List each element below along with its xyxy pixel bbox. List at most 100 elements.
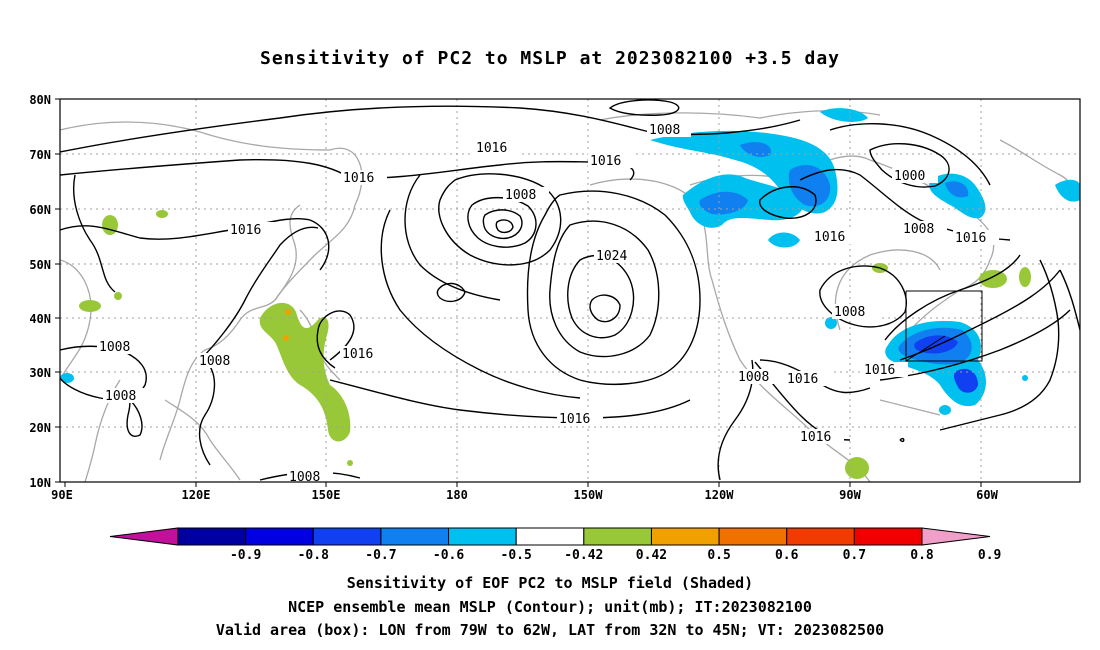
contour-label: 1008 [834,305,865,320]
plot-frame [59,98,1081,483]
colorbar-extend-low [109,527,179,546]
contour-label: 1016 [814,230,845,245]
contour-label: 1016 [787,372,818,387]
contour-label: 1008 [99,340,130,355]
shade-lightblue-spot [60,373,74,383]
shade-lightblue-spot [768,232,800,248]
map-title: Sensitivity of PC2 to MSLP at 2023082100… [259,48,840,69]
contour-label: 1016 [590,154,621,169]
colorbar-tick-label: 0.6 [775,548,799,563]
shade-darkblue-atlantic2 [954,368,978,393]
shade-green-spot [79,300,101,312]
colorbar-tick-label: 0.7 [843,548,866,563]
contour-label: 1016 [800,430,831,445]
shade-green-west-pacific [259,302,351,442]
shade-lightblue-spot [939,405,951,415]
contour-label: 1000 [894,169,925,184]
colorbar-tick-label: 0.8 [910,548,934,563]
lat-label: 40N [29,312,51,326]
lon-label: 120E [182,488,211,502]
caption-line-2: NCEP ensemble mean MSLP (Contour); unit(… [288,598,812,616]
colorbar-segment [448,527,517,546]
colorbar: -0.9 -0.8 -0.7 -0.6 -0.5 -0.42 0.42 0.5 0.6 0.7 0.… [109,527,1001,563]
contour-label: 1008 [738,370,769,385]
colorbar-tick-label: -0.6 [433,548,464,563]
contour-label: 1016 [559,412,590,427]
shade-green-spot [1019,267,1031,287]
colorbar-tick-label: 0.42 [636,548,667,563]
lon-label: 90E [51,488,73,502]
shade-orange-spot [285,309,291,315]
contour-label: 1008 [199,354,230,369]
shade-green-spot [102,215,118,235]
shade-lightblue-spot [825,317,837,329]
contour-labels: 1008 1016 1016 1016 1008 1024 1016 1000 … [97,122,999,485]
lat-label: 60N [29,203,51,217]
contour-label: 1024 [596,249,627,264]
shade-lightblue-arctic [820,108,868,122]
lat-label: 30N [29,366,51,380]
colorbar-segment [853,527,923,546]
shade-blue-canada [699,191,748,215]
contour-label: 1016 [955,231,986,246]
colorbar-tick-label: -0.5 [501,548,532,563]
colorbar-tick-label: -0.8 [298,548,329,563]
colorbar-segment [312,527,382,546]
contour-label: 1008 [105,389,136,404]
colorbar-extend-high [921,527,991,546]
contour-label: 1016 [476,141,507,156]
colorbar-segment [515,527,585,546]
colorbar-tick-label: 0.5 [707,548,730,563]
colorbar-segment [380,527,450,546]
contour-label: 1016 [864,363,895,378]
shade-lightblue-hudson [650,130,838,214]
lon-label: 90W [839,488,861,502]
contour-label: 1016 [342,347,373,362]
lon-label: 60W [976,488,998,502]
shade-blue-hudson [788,165,831,207]
colorbar-segment [786,527,855,546]
shade-orange-spot [283,335,289,341]
colorbar-segment [650,527,720,546]
shade-lightblue-east [1055,179,1080,202]
colorbar-tick-label: 0.9 [978,548,1001,563]
colorbar-tick-label: -0.42 [564,548,603,563]
caption-line-1: Sensitivity of EOF PC2 to MSLP field (Sh… [346,574,754,592]
axis-ticks [55,98,982,487]
shade-blue-labrador [945,181,969,198]
contour-label: 1016 [230,223,261,238]
shade-lightblue-spot [1022,375,1028,381]
contour-label: 1008 [289,470,320,485]
lon-label: 150W [574,488,604,502]
longitude-labels: 90E 120E 150E 180 150W 120W 90W 60W [51,488,998,502]
lat-label: 50N [29,258,51,272]
colorbar-segment [245,527,314,546]
lon-label: 120W [705,488,735,502]
shade-blue-hudson2 [740,142,771,157]
shade-green-spot [114,292,122,300]
contour-label: 1008 [505,188,536,203]
lat-label: 10N [29,476,51,490]
shade-green-spot [979,270,1007,288]
shaded-sensitivity [60,108,1080,479]
lon-label: 180 [446,488,468,502]
latitude-labels: 80N 70N 60N 50N 40N 30N 20N 10N [29,93,51,490]
caption-line-3: Valid area (box): LON from 79W to 62W, L… [215,621,885,639]
colorbar-tick-label: -0.7 [365,548,396,563]
lon-label: 150E [312,488,341,502]
contour-label: 1008 [903,222,934,237]
shade-green-spot [156,210,168,218]
lat-label: 80N [29,93,51,107]
colorbar-segment [718,527,788,546]
contour-label: 1016 [343,171,374,186]
grid [60,99,1080,482]
lat-label: 70N [29,148,51,162]
shade-green-spot [845,457,869,479]
colorbar-segment [177,527,247,546]
colorbar-tick-label: -0.9 [230,548,261,563]
lat-label: 20N [29,421,51,435]
valid-area-box [905,290,983,362]
shade-green-spot [347,460,353,466]
colorbar-segment [583,527,652,546]
